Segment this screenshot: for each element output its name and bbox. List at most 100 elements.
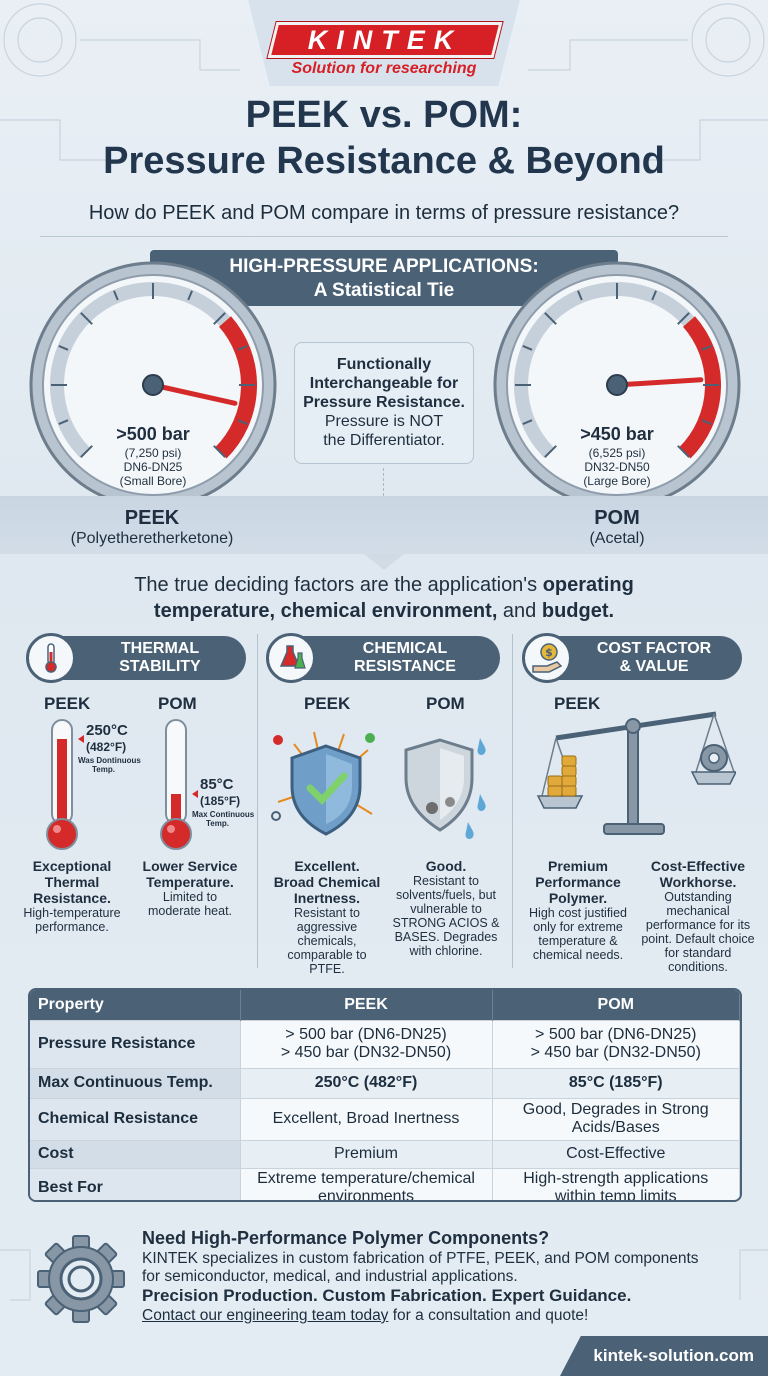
gauge-tick xyxy=(213,312,226,325)
comparison-table: Property PEEK POM Pressure Resistance > … xyxy=(28,988,742,1202)
table-row: Cost Premium Cost-Effective xyxy=(30,1139,740,1168)
thermometer-bulb xyxy=(160,818,192,850)
thermal-header-line-2: STABILITY xyxy=(119,658,201,675)
brand-logo[interactable]: KINTEK xyxy=(307,25,463,55)
pom-thermometer xyxy=(160,719,198,850)
note-line-5: the Differentiator. xyxy=(323,432,445,449)
peek-temp-note-2: Temp. xyxy=(92,765,115,774)
peek-chem-desc-3: chemicals, xyxy=(297,934,357,948)
table-header-row: Property PEEK POM xyxy=(30,990,740,1020)
factors-text-2: and xyxy=(497,600,542,622)
cell-peek-best-1: Extreme temperature/chemical xyxy=(257,1170,475,1188)
gauge-tick xyxy=(677,312,690,325)
deciding-factors: The true deciding factors are the applic… xyxy=(0,572,768,624)
peek-temp-note: Was Dontinuous Temp. xyxy=(78,756,141,774)
pom-cost-desc-3: performance for its xyxy=(645,918,751,932)
brand-tagline: Solution for researching xyxy=(291,60,477,77)
peek-chem-desc-b3: Inertness. xyxy=(293,890,361,906)
thermometer-shine xyxy=(167,825,175,833)
title-line-2: Pressure Resistance & Beyond xyxy=(103,140,665,182)
gauge-tick xyxy=(113,290,119,301)
pom-cost-desc-4: point. Default choice xyxy=(641,932,755,946)
cell-peek-best-2: environments xyxy=(317,1188,415,1202)
contact-link[interactable]: Contact our engineering team today xyxy=(142,1307,389,1324)
peek-thermal-desc-2: performance. xyxy=(35,920,109,934)
pom-pressure-gauge xyxy=(493,261,741,502)
cost-peek-label: PEEK xyxy=(554,694,601,713)
gauge-tick xyxy=(677,445,690,458)
column-separator-1 xyxy=(257,634,258,968)
cell-pom-best-for: High-strength applications within temp li… xyxy=(492,1167,740,1202)
svg-text:$: $ xyxy=(545,646,553,659)
cost-header-line-2: & VALUE xyxy=(619,658,689,675)
chemical-header: CHEMICAL RESISTANCE xyxy=(280,636,500,680)
cell-pom-best-2: within temp limits xyxy=(554,1188,677,1202)
gauge-tick xyxy=(237,419,248,425)
cta-text-1: KINTEK specializes in custom fabrication… xyxy=(142,1250,699,1267)
cell-pom-pressure-1: > 500 bar (DN6-DN25) xyxy=(535,1026,697,1043)
cell-peek-chemical: Excellent, Broad Inertness xyxy=(240,1097,493,1140)
pressure-banner-line-1: HIGH-PRESSURE APPLICATIONS: xyxy=(229,256,539,277)
cell-peek-best-for: Extreme temperature/chemical environments xyxy=(240,1167,493,1202)
gauge-tick xyxy=(544,312,557,325)
money-hand-icon: $ xyxy=(522,633,572,683)
column-separator-2 xyxy=(512,634,513,968)
peek-thermal-desc-b1: Exceptional xyxy=(32,858,112,874)
pom-thermal-desc-b1: Lower Service xyxy=(142,858,238,874)
peek-max-temp: 250°C (482°F) xyxy=(86,722,128,756)
contact-suffix: for a consultation and quote! xyxy=(388,1307,589,1324)
factors-bold-1: operating xyxy=(542,574,634,596)
pom-thermal-desc: Lower Service Temperature. Limited to mo… xyxy=(134,858,246,918)
gauge-hub xyxy=(142,374,164,396)
pom-cost-desc-5: for standard xyxy=(664,946,732,960)
gauge-needle xyxy=(614,377,704,388)
pom-cost-desc-1: Outstanding xyxy=(664,890,732,904)
pom-chem-desc-1: Resistant to xyxy=(412,874,479,888)
pom-thermal-desc-1: Limited to xyxy=(162,890,218,904)
chemical-peek-label: PEEK xyxy=(304,694,351,713)
thermometer-shine xyxy=(53,825,61,833)
flask-icon xyxy=(266,633,316,683)
cell-pom-temp: 85°C (185°F) xyxy=(492,1067,740,1098)
peek-pressure-bore: (Small Bore) xyxy=(119,474,187,488)
pom-name: POM xyxy=(594,507,640,529)
thermometer-bulb xyxy=(46,818,78,850)
note-line-1: Functionally xyxy=(336,356,432,373)
chemical-pom-label: POM xyxy=(426,694,465,713)
peek-pressure-psi: (7,250 psi) xyxy=(124,446,182,460)
cell-peek-pressure-1: > 500 bar (DN6-DN25) xyxy=(285,1026,447,1043)
peek-cost-desc-b1: Premium xyxy=(548,858,608,874)
pom-cost-desc-2: mechanical xyxy=(666,904,730,918)
pom-temp-c: 85°C xyxy=(200,776,234,793)
cta-text: KINTEK specializes in custom fabrication… xyxy=(142,1250,742,1286)
peek-thermal-desc-b3: Resistance. xyxy=(33,890,111,906)
thermometer-marker xyxy=(78,735,84,743)
pom-cost-desc-b2: Workhorse. xyxy=(659,874,737,890)
peek-chem-desc-b2: Broad Chemical xyxy=(273,874,381,890)
table-header-peek: PEEK xyxy=(240,990,493,1020)
cell-peek-temp: 250°C (482°F) xyxy=(240,1067,493,1098)
note-line-2: Interchangeable for xyxy=(309,375,459,392)
gauge-needle xyxy=(150,382,238,406)
pom-temp-note: Max Continuous Temp. xyxy=(192,810,254,828)
peek-temp-c: 250°C xyxy=(86,722,128,739)
peek-chem-desc-4: comparable to PTFE. xyxy=(287,948,367,976)
gauge-tick xyxy=(544,445,557,458)
pom-chemical-desc: Good. Resistant to solvents/fuels, but v… xyxy=(388,858,504,958)
pom-cost-desc-6: conditions. xyxy=(668,960,728,974)
cell-peek-cost: Premium xyxy=(240,1139,493,1168)
gauge-tick xyxy=(701,345,712,351)
cta-title: Need High-Performance Polymer Components… xyxy=(142,1228,550,1248)
pom-thermal-desc-b2: Temperature. xyxy=(146,874,234,890)
pom-pressure-range: DN32-DN50 xyxy=(584,460,650,474)
gauge-tick xyxy=(522,419,533,425)
page-title: PEEK vs. POM: Pressure Resistance & Beyo… xyxy=(0,92,768,184)
table-header-pom: POM xyxy=(492,990,740,1020)
gauge-tick xyxy=(651,290,657,301)
cell-peek-pressure: > 500 bar (DN6-DN25) > 450 bar (DN32-DN50… xyxy=(240,1019,493,1068)
balance-scale-icon xyxy=(536,711,736,835)
peek-chem-desc-2: aggressive xyxy=(296,920,358,934)
peek-pressure-gauge xyxy=(29,261,277,502)
website-link[interactable]: kintek-solution.com xyxy=(560,1336,768,1376)
note-line-4: Pressure is NOT xyxy=(324,413,444,430)
